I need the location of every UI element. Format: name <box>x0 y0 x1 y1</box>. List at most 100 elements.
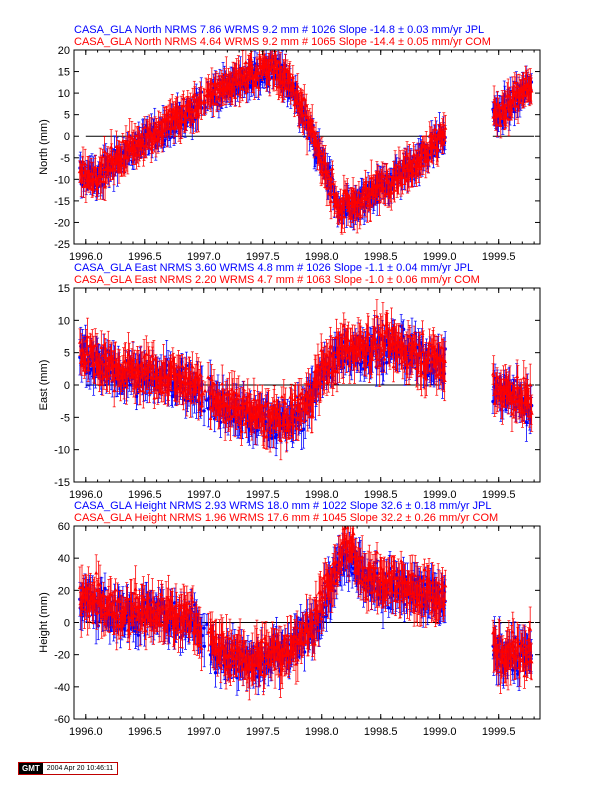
data-point <box>342 214 347 219</box>
data-point <box>95 186 100 191</box>
data-point <box>102 149 107 153</box>
data-point <box>382 174 387 178</box>
data-point <box>387 174 392 178</box>
data-point <box>414 166 419 171</box>
data-point <box>356 189 361 194</box>
data-point <box>383 191 388 196</box>
data-point <box>328 192 333 197</box>
data-point <box>214 101 219 106</box>
x-tick-label: 1996.5 <box>128 251 162 263</box>
data-point <box>403 177 408 182</box>
data-point <box>238 81 243 86</box>
data-point <box>99 174 104 179</box>
data-point <box>240 65 245 70</box>
data-point <box>355 203 360 208</box>
data-point <box>435 147 440 152</box>
data-point <box>127 134 132 139</box>
data-point <box>398 164 403 169</box>
data-point <box>190 94 195 99</box>
data-point <box>400 174 405 179</box>
data-point <box>331 191 336 196</box>
data-point <box>191 119 196 123</box>
x-tick-label: 1997.5 <box>246 251 280 263</box>
data-point <box>318 148 323 153</box>
data-point <box>329 199 334 203</box>
data-point <box>262 58 267 63</box>
data-point <box>330 166 335 171</box>
chart-title-line: CASA_GLA North NRMS 4.64 WRMS 9.2 mm # 1… <box>74 36 491 48</box>
data-point <box>275 66 280 71</box>
data-point <box>222 79 227 84</box>
data-point <box>389 190 394 195</box>
data-point <box>412 152 417 156</box>
data-point <box>301 121 306 126</box>
data-point <box>305 135 310 140</box>
data-point <box>379 177 384 182</box>
data-point <box>433 126 438 131</box>
data-point <box>528 86 533 90</box>
data-point <box>216 96 221 101</box>
data-point <box>80 159 85 164</box>
data-point <box>213 91 218 96</box>
data-point <box>103 184 108 189</box>
x-tick-label: 1997.0 <box>187 251 221 263</box>
data-point <box>443 125 448 130</box>
data-point <box>431 134 436 139</box>
data-point <box>430 141 435 146</box>
chart-title-line: CASA_GLA North NRMS 7.86 WRMS 9.2 mm # 1… <box>74 24 484 36</box>
data-point <box>224 71 229 76</box>
data-point <box>498 123 503 127</box>
data-point <box>192 91 197 96</box>
x-tick-label: 1999.5 <box>482 251 516 263</box>
x-tick-label: 1996.0 <box>69 251 103 263</box>
data-point <box>199 100 204 105</box>
data-point <box>80 167 85 172</box>
chart-panel-0: CASA_GLA North NRMS 7.86 WRMS 9.2 mm # 1… <box>38 24 541 263</box>
plot-frame <box>73 49 541 245</box>
data-point <box>211 100 216 105</box>
data-point <box>83 161 88 166</box>
data-point <box>138 146 143 151</box>
data-area <box>77 50 535 235</box>
x-tick-label: 1999.0 <box>423 251 457 263</box>
data-point <box>243 60 248 64</box>
data-point <box>140 139 145 144</box>
data-point <box>435 145 440 150</box>
data-point <box>410 168 415 173</box>
data-point <box>329 176 334 181</box>
data-point <box>441 122 446 127</box>
data-point <box>209 80 214 85</box>
data-point <box>394 170 399 175</box>
data-point <box>392 187 397 192</box>
data-point <box>331 181 336 186</box>
data-point <box>515 84 520 88</box>
data-point <box>355 213 360 218</box>
data-point <box>326 173 331 177</box>
data-point <box>368 202 373 207</box>
x-tick-label: 1998.0 <box>305 251 339 263</box>
data-point <box>109 144 114 149</box>
data-point <box>426 152 431 157</box>
data-point <box>99 163 104 168</box>
data-point <box>239 72 244 77</box>
data-point <box>267 76 272 80</box>
data-point <box>319 169 324 174</box>
data-point <box>236 67 241 72</box>
data-point <box>188 98 193 103</box>
data-point <box>154 124 159 129</box>
data-point <box>233 95 238 99</box>
data-point <box>504 115 509 120</box>
data-point <box>184 115 189 120</box>
data-point <box>148 130 153 134</box>
data-point <box>295 84 300 88</box>
x-tick-label: 1998.5 <box>364 251 398 263</box>
data-point <box>327 165 332 169</box>
data-point <box>142 124 147 129</box>
data-point <box>370 191 375 196</box>
data-point <box>111 157 116 161</box>
data-point <box>203 105 208 109</box>
data-point <box>165 131 170 136</box>
data-point <box>335 202 340 207</box>
data-point <box>511 97 516 102</box>
